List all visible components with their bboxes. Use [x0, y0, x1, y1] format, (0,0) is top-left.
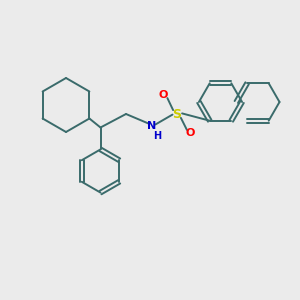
- Text: O: O: [159, 89, 168, 100]
- Text: O: O: [186, 128, 195, 139]
- Text: S: S: [172, 107, 182, 121]
- Text: N: N: [147, 121, 156, 131]
- Text: H: H: [153, 130, 161, 141]
